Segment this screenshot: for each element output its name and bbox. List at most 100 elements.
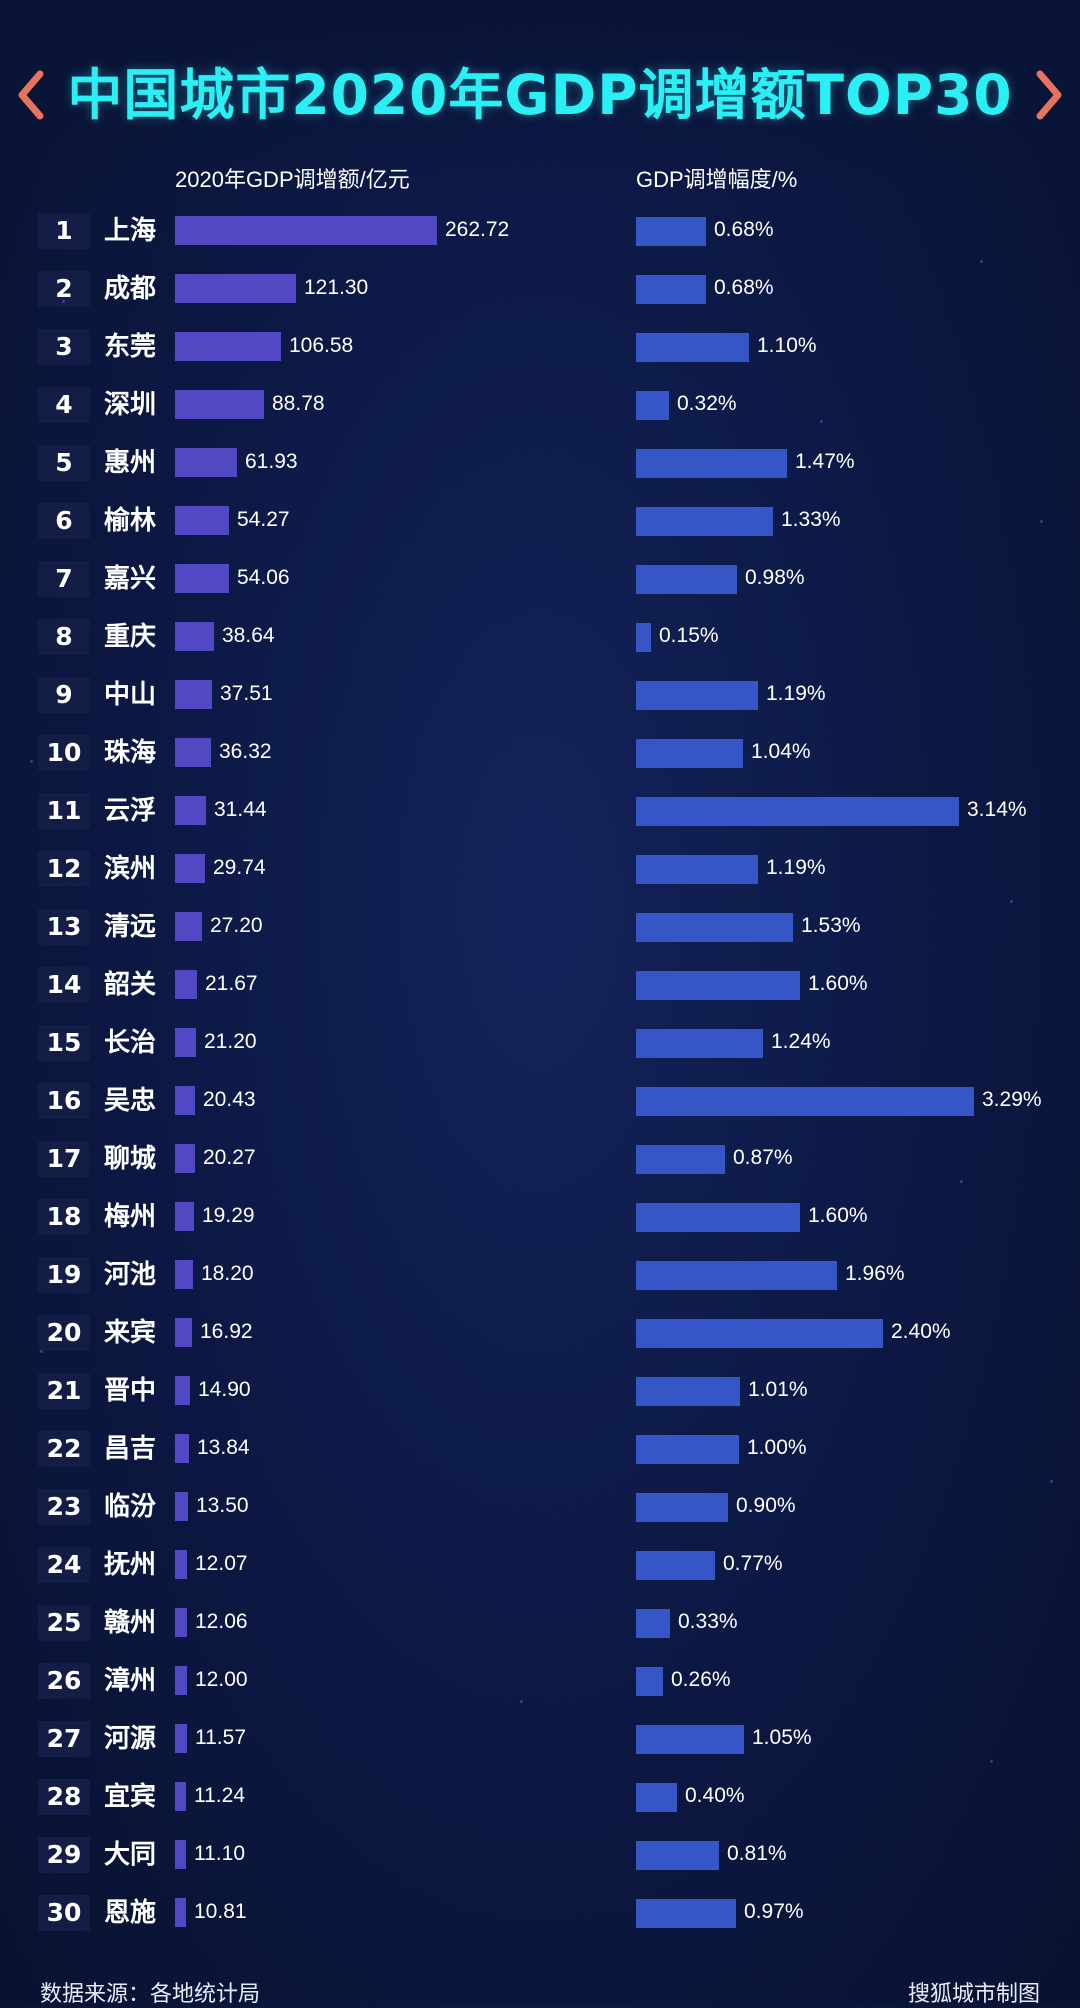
- city-label: 东莞: [104, 332, 157, 362]
- background-dot: [520, 1700, 523, 1703]
- gdp-increase-rate-bar: [636, 797, 959, 826]
- gdp-increase-rate-value: 1.05%: [752, 1726, 812, 1749]
- rank-label: 27: [38, 1721, 90, 1757]
- table-row: 22 昌吉 13.84 1.00%: [0, 1420, 1080, 1478]
- city-label: 宜宾: [104, 1782, 157, 1812]
- rank-label: 30: [38, 1895, 90, 1931]
- rank-label: 3: [38, 329, 90, 365]
- gdp-increase-rate-value: 0.98%: [745, 566, 805, 589]
- city-label: 晋中: [104, 1376, 157, 1406]
- rank-label: 29: [38, 1837, 90, 1873]
- rank-label: 20: [38, 1315, 90, 1351]
- city-label: 重庆: [104, 622, 157, 652]
- rank-label: 9: [38, 677, 90, 713]
- gdp-increase-value: 16.92: [200, 1320, 253, 1343]
- rank-label: 22: [38, 1431, 90, 1467]
- gdp-increase-rate-bar: [636, 855, 758, 884]
- table-row: 30 恩施 10.81 0.97%: [0, 1884, 1080, 1942]
- gdp-increase-value: 106.58: [289, 334, 354, 357]
- city-label: 昌吉: [104, 1434, 157, 1464]
- city-label: 聊城: [104, 1144, 157, 1174]
- gdp-increase-bar: [175, 680, 212, 709]
- gdp-increase-rate-bar: [636, 1203, 800, 1232]
- table-row: 26 漳州 12.00 0.26%: [0, 1652, 1080, 1710]
- gdp-increase-rate-bar: [636, 1841, 719, 1870]
- gdp-increase-rate-bar: [636, 1087, 974, 1116]
- table-row: 2 成都 121.30 0.68%: [0, 260, 1080, 318]
- gdp-increase-bar: [175, 1898, 186, 1927]
- gdp-increase-rate-value: 0.87%: [733, 1146, 793, 1169]
- table-row: 12 滨州 29.74 1.19%: [0, 840, 1080, 898]
- city-label: 惠州: [104, 448, 157, 478]
- rank-label: 21: [38, 1373, 90, 1409]
- gdp-increase-bar: [175, 1782, 186, 1811]
- gdp-increase-rate-bar: [636, 1783, 677, 1812]
- table-row: 23 临汾 13.50 0.90%: [0, 1478, 1080, 1536]
- city-label: 嘉兴: [104, 564, 157, 594]
- gdp-increase-rate-value: 0.15%: [659, 624, 719, 647]
- data-source: 数据来源：各地统计局: [40, 1981, 261, 2006]
- gdp-increase-rate-bar: [636, 391, 669, 420]
- gdp-increase-rate-value: 0.77%: [723, 1552, 783, 1575]
- chart-title: 中国城市2020年GDP调增额TOP30: [67, 63, 1013, 127]
- rank-label: 6: [38, 503, 90, 539]
- city-label: 中山: [104, 680, 157, 710]
- table-row: 16 吴忠 20.43 3.29%: [0, 1072, 1080, 1130]
- rank-label: 12: [38, 851, 90, 887]
- rank-label: 4: [38, 387, 90, 423]
- gdp-increase-rate-value: 1.01%: [748, 1378, 808, 1401]
- gdp-increase-value: 61.93: [245, 450, 298, 473]
- table-row: 3 东莞 106.58 1.10%: [0, 318, 1080, 376]
- chart-credit: 搜狐城市制图: [907, 1981, 1040, 2006]
- city-label: 云浮: [104, 796, 157, 826]
- gdp-increase-bar: [175, 1086, 195, 1115]
- chevron-left-icon: [18, 70, 44, 120]
- rank-label: 13: [38, 909, 90, 945]
- gdp-increase-value: 13.50: [196, 1494, 249, 1517]
- background-dot: [980, 260, 983, 263]
- gdp-increase-rate-bar: [636, 1899, 736, 1928]
- gdp-increase-value: 31.44: [214, 798, 267, 821]
- gdp-increase-rate-bar: [636, 1667, 663, 1696]
- table-row: 17 聊城 20.27 0.87%: [0, 1130, 1080, 1188]
- gdp-increase-rate-value: 0.26%: [671, 1668, 731, 1691]
- gdp-increase-rate-value: 0.40%: [685, 1784, 745, 1807]
- gdp-increase-rate-bar: [636, 681, 758, 710]
- gdp-increase-value: 37.51: [220, 682, 273, 705]
- gdp-increase-rate-value: 1.96%: [845, 1262, 905, 1285]
- gdp-increase-rate-bar: [636, 739, 743, 768]
- gdp-increase-rate-value: 3.29%: [982, 1088, 1042, 1111]
- table-row: 8 重庆 38.64 0.15%: [0, 608, 1080, 666]
- gdp-increase-rate-value: 1.04%: [751, 740, 811, 763]
- table-row: 4 深圳 88.78 0.32%: [0, 376, 1080, 434]
- gdp-increase-value: 54.06: [237, 566, 290, 589]
- table-row: 21 晋中 14.90 1.01%: [0, 1362, 1080, 1420]
- rank-label: 11: [38, 793, 90, 829]
- gdp-increase-rate-value: 0.33%: [678, 1610, 738, 1633]
- gdp-increase-bar: [175, 854, 205, 883]
- gdp-increase-value: 54.27: [237, 508, 290, 531]
- left-column-header: 2020年GDP调增额/亿元: [175, 167, 410, 192]
- city-label: 梅州: [104, 1202, 157, 1232]
- gdp-increase-bar: [175, 448, 237, 477]
- gdp-increase-rate-value: 1.00%: [747, 1436, 807, 1459]
- gdp-increase-bar: [175, 796, 206, 825]
- rank-label: 2: [38, 271, 90, 307]
- table-row: 9 中山 37.51 1.19%: [0, 666, 1080, 724]
- rank-label: 15: [38, 1025, 90, 1061]
- gdp-increase-bar: [175, 506, 229, 535]
- table-row: 14 韶关 21.67 1.60%: [0, 956, 1080, 1014]
- city-label: 珠海: [104, 738, 157, 768]
- gdp-increase-rate-bar: [636, 1609, 670, 1638]
- table-row: 18 梅州 19.29 1.60%: [0, 1188, 1080, 1246]
- rank-label: 14: [38, 967, 90, 1003]
- gdp-increase-value: 14.90: [198, 1378, 251, 1401]
- rank-label: 26: [38, 1663, 90, 1699]
- rank-label: 18: [38, 1199, 90, 1235]
- background-dot: [990, 1760, 993, 1763]
- gdp-increase-rate-bar: [636, 971, 800, 1000]
- gdp-increase-bar: [175, 912, 202, 941]
- gdp-increase-rate-bar: [636, 1493, 728, 1522]
- background-dot: [1040, 520, 1043, 523]
- city-label: 赣州: [104, 1608, 157, 1638]
